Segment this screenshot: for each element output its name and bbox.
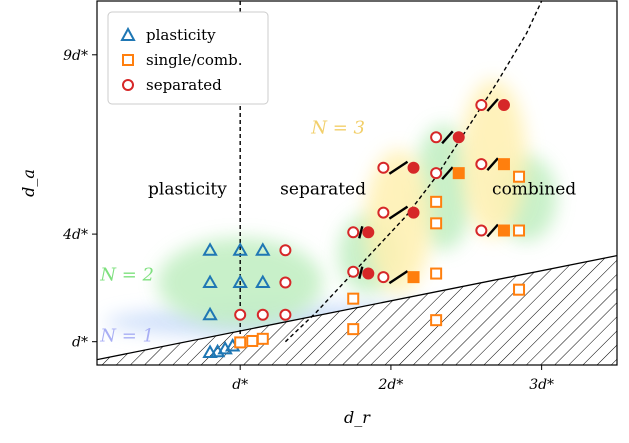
pair-link bbox=[441, 130, 454, 145]
circle-marker bbox=[377, 161, 390, 174]
triangle-marker bbox=[202, 306, 218, 321]
square-marker bbox=[430, 314, 443, 327]
legend-entry-label: separated bbox=[146, 76, 222, 94]
circle-marker bbox=[362, 226, 375, 239]
pair-link bbox=[486, 98, 499, 112]
triangle-marker bbox=[255, 242, 271, 256]
circle-marker bbox=[475, 224, 488, 237]
pair-link bbox=[388, 270, 409, 285]
triangle-marker bbox=[232, 242, 248, 256]
square-marker bbox=[234, 336, 247, 349]
square-marker bbox=[513, 224, 526, 237]
triangle-marker bbox=[255, 274, 271, 289]
curved-dashed-boundary bbox=[284, 1, 543, 343]
y-axis-label: d_a bbox=[19, 169, 38, 197]
square-marker bbox=[513, 170, 526, 183]
n-label: N = 3 bbox=[310, 118, 365, 139]
pair-link bbox=[388, 205, 409, 220]
pair-link bbox=[486, 223, 499, 238]
circle-marker bbox=[347, 226, 360, 239]
circle-marker bbox=[430, 167, 443, 180]
legend-box bbox=[107, 11, 269, 105]
n-label: N = 1 bbox=[99, 326, 154, 347]
region-label: separated bbox=[280, 180, 366, 200]
circle-marker bbox=[234, 308, 247, 321]
legend-triangle-marker bbox=[120, 26, 136, 41]
square-marker bbox=[246, 334, 259, 347]
square-marker bbox=[497, 224, 510, 237]
y-tick-label: d* bbox=[72, 335, 88, 351]
circle-marker bbox=[407, 161, 420, 174]
circle-marker bbox=[407, 206, 420, 219]
circle-marker bbox=[279, 244, 292, 257]
triangle-marker bbox=[202, 274, 218, 289]
pair-link bbox=[358, 266, 364, 279]
shaded-regions bbox=[104, 79, 587, 340]
triangle-marker bbox=[232, 274, 248, 289]
square-marker bbox=[347, 292, 360, 305]
circle-marker bbox=[377, 206, 390, 219]
circle-marker bbox=[475, 99, 488, 111]
square-marker bbox=[407, 271, 420, 284]
circle-marker bbox=[347, 265, 360, 278]
pair-link bbox=[441, 166, 454, 180]
triangle-marker bbox=[202, 242, 218, 256]
axes: d* 2d* 3d* d* 4d* 9d* d_r d_a bbox=[19, 48, 554, 427]
x-tick-label: 3d* bbox=[529, 377, 554, 393]
square-marker bbox=[347, 323, 360, 336]
hatched-fill bbox=[97, 255, 617, 365]
region-label: plasticity bbox=[148, 180, 227, 200]
shaded-region bbox=[460, 79, 527, 238]
circle-marker bbox=[475, 158, 488, 171]
circle-marker bbox=[452, 131, 465, 144]
shaded-region bbox=[365, 149, 432, 294]
square-marker bbox=[513, 283, 526, 296]
y-tick-label: 9d* bbox=[63, 48, 88, 64]
x-axis-label: d_r bbox=[344, 408, 371, 427]
circle-marker bbox=[377, 271, 390, 284]
markers bbox=[202, 98, 526, 358]
circle-marker bbox=[279, 276, 292, 289]
circle-marker bbox=[256, 308, 269, 321]
circle-marker bbox=[430, 131, 443, 144]
square-marker bbox=[452, 167, 465, 180]
legend-entry-label: single/comb. bbox=[146, 51, 243, 69]
hatched-region bbox=[97, 254, 617, 365]
square-marker bbox=[497, 158, 510, 171]
circle-marker bbox=[279, 308, 292, 321]
pair-link bbox=[388, 160, 409, 175]
x-tick-label: d* bbox=[232, 377, 248, 393]
legend: plasticity single/comb. separated bbox=[107, 11, 269, 105]
square-marker bbox=[256, 332, 269, 345]
square-marker bbox=[430, 267, 443, 280]
annotations: plasticity separated combined N = 1 N = 2 N =… bbox=[99, 118, 576, 347]
circle-marker bbox=[497, 99, 510, 111]
legend-circle-marker bbox=[122, 79, 134, 91]
legend-entry-label: plasticity bbox=[146, 26, 216, 44]
square-marker bbox=[430, 195, 443, 208]
region-label: combined bbox=[492, 180, 576, 200]
y-tick-label: 4d* bbox=[62, 227, 88, 243]
square-marker bbox=[430, 217, 443, 230]
legend-square-marker bbox=[122, 54, 134, 66]
n-label: N = 2 bbox=[99, 265, 154, 286]
hatched-boundary-line bbox=[97, 254, 617, 361]
pair-link bbox=[358, 226, 364, 239]
plot-frame bbox=[96, 0, 618, 366]
pair-link bbox=[486, 157, 499, 171]
circle-marker bbox=[362, 267, 375, 280]
x-tick-label: 2d* bbox=[377, 377, 403, 393]
